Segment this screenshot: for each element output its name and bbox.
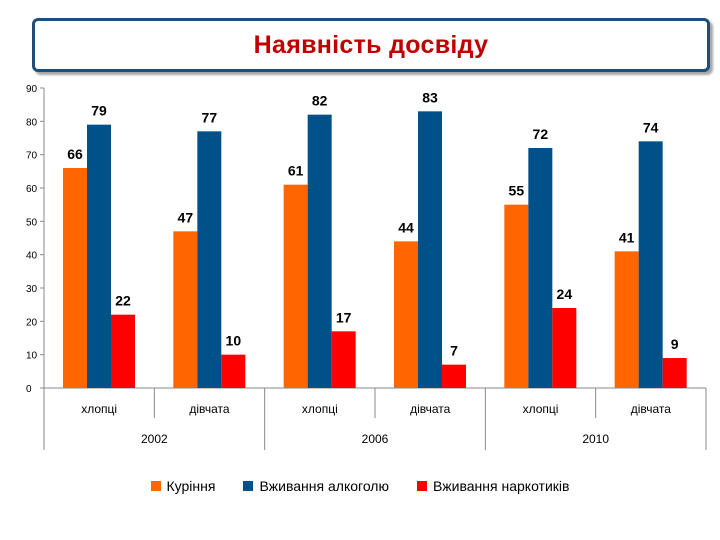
legend-swatch-smoking xyxy=(150,481,161,491)
bar-drugs xyxy=(331,331,356,388)
data-label: 10 xyxy=(226,333,242,349)
legend-item-alcohol: Вживання алкоголю xyxy=(243,478,389,494)
y-tick-label: 90 xyxy=(26,84,38,95)
data-label: 74 xyxy=(643,119,659,135)
bar-alcohol xyxy=(197,131,222,389)
x-category-label: хлопці xyxy=(81,402,117,416)
data-label: 82 xyxy=(312,93,328,109)
legend-swatch-drugs xyxy=(416,481,427,491)
bar-drugs xyxy=(111,314,135,388)
bar-drugs xyxy=(552,308,577,388)
data-label: 41 xyxy=(619,229,635,245)
page-title: Наявність досвіду xyxy=(253,30,489,59)
legend-item-smoking: Куріння xyxy=(150,478,216,494)
y-tick-label: 30 xyxy=(26,284,38,295)
bar-alcohol xyxy=(307,114,332,389)
bar-drugs xyxy=(442,364,466,388)
data-label: 77 xyxy=(202,109,218,125)
bar-chart: 0 10 20 30 40 50 60 70 80 90 хлопці дівчата хлопці ді… xyxy=(26,84,707,450)
data-label: 44 xyxy=(398,219,414,235)
data-label: 9 xyxy=(671,336,679,352)
y-tick-label: 20 xyxy=(26,317,38,328)
data-label: 47 xyxy=(178,209,194,225)
bar-alcohol xyxy=(87,124,111,389)
bar-smoking xyxy=(283,184,308,388)
y-tick-label: 40 xyxy=(26,251,38,262)
bar-smoking xyxy=(504,204,529,388)
bar-smoking xyxy=(394,241,418,388)
x-group-label: 2006 xyxy=(362,432,389,446)
y-tick-label: 10 xyxy=(26,351,38,362)
bar-alcohol xyxy=(528,148,553,388)
bar-alcohol xyxy=(418,111,442,388)
bar-drugs xyxy=(662,358,687,388)
y-tick-label: 0 xyxy=(26,384,32,395)
x-category-label: дівчата xyxy=(631,402,672,416)
data-label: 24 xyxy=(557,286,573,302)
data-label: 17 xyxy=(336,309,352,325)
data-label: 55 xyxy=(509,183,525,199)
title-frame: Наявність досвіду xyxy=(32,18,710,72)
y-tick-label: 50 xyxy=(26,217,38,228)
x-category-label: хлопці xyxy=(523,402,559,416)
data-label: 22 xyxy=(115,293,131,309)
data-label: 7 xyxy=(450,343,458,359)
x-group-label: 2010 xyxy=(582,432,609,446)
data-label: 61 xyxy=(288,163,304,179)
bar-alcohol xyxy=(638,141,663,388)
bar-drugs xyxy=(221,354,246,388)
data-label: 72 xyxy=(533,126,549,142)
x-category-label: дівчата xyxy=(410,402,451,416)
bar-smoking xyxy=(614,251,639,388)
legend-item-drugs: Вживання наркотиків xyxy=(416,478,570,494)
chart-legend: Куріння Вживання алкоголю Вживання нарко… xyxy=(0,478,720,494)
data-label: 83 xyxy=(422,89,438,105)
bar-smoking xyxy=(63,168,87,388)
data-label: 79 xyxy=(91,103,107,119)
x-category-label: хлопці xyxy=(302,402,338,416)
x-group-label: 2002 xyxy=(141,432,168,446)
x-category-label: дівчата xyxy=(189,402,230,416)
legend-label-smoking: Куріння xyxy=(166,478,216,494)
legend-swatch-alcohol xyxy=(243,481,254,491)
legend-label-drugs: Вживання наркотиків xyxy=(432,478,570,494)
legend-label-alcohol: Вживання алкоголю xyxy=(259,478,389,494)
y-tick-label: 60 xyxy=(26,184,38,195)
y-tick-label: 80 xyxy=(26,117,38,128)
data-label: 66 xyxy=(67,146,83,162)
bar-smoking xyxy=(173,231,198,388)
y-tick-label: 70 xyxy=(26,151,38,162)
